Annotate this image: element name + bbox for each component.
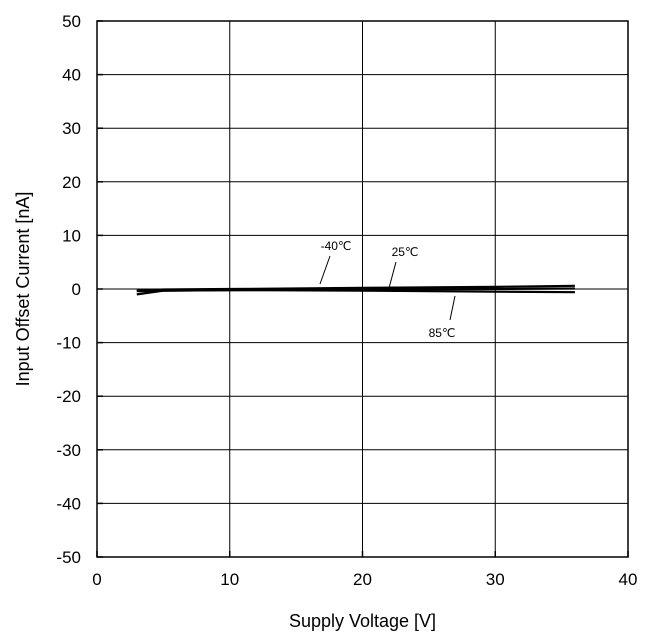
annotation-leader <box>319 255 331 285</box>
annotation-leader <box>449 295 456 321</box>
y-tick-label: 0 <box>72 280 81 299</box>
annotations: -40℃ 25℃ 85℃ <box>321 239 456 340</box>
y-tick-label: -20 <box>56 387 81 406</box>
annotation-label: 85℃ <box>429 326 456 340</box>
y-tick-label: 30 <box>62 119 81 138</box>
annotation-leader <box>388 261 397 289</box>
y-tick-label: 20 <box>62 173 81 192</box>
y-tick-label: 40 <box>62 66 81 85</box>
y-tick-label: 10 <box>62 226 81 245</box>
y-tick-label: -10 <box>56 334 81 353</box>
x-tick-labels: 0 10 20 30 40 <box>92 570 637 589</box>
y-tick-label: -30 <box>56 441 81 460</box>
x-tick-label: 20 <box>353 570 372 589</box>
x-tick-label: 10 <box>220 570 239 589</box>
y-tick-label: -50 <box>56 548 81 567</box>
y-tick-labels: -50 -40 -30 -20 -10 0 10 20 30 40 50 <box>56 12 81 567</box>
annotation-leaders <box>319 255 456 321</box>
y-axis-title: Input Offset Current [nA] <box>13 192 33 387</box>
series-line <box>136 288 575 296</box>
series-line <box>136 284 575 292</box>
tick-marks <box>96 20 629 558</box>
x-tick-label: 40 <box>619 570 638 589</box>
series-lines <box>136 284 575 296</box>
y-tick-label: -40 <box>56 494 81 513</box>
annotation-label: -40℃ <box>321 239 352 253</box>
x-tick-label: 0 <box>92 570 101 589</box>
annotation-label: 25℃ <box>392 245 419 259</box>
x-tick-label: 30 <box>486 570 505 589</box>
x-axis-title: Supply Voltage [V] <box>289 611 436 631</box>
grid-lines <box>97 21 628 557</box>
y-tick-label: 50 <box>62 12 81 31</box>
